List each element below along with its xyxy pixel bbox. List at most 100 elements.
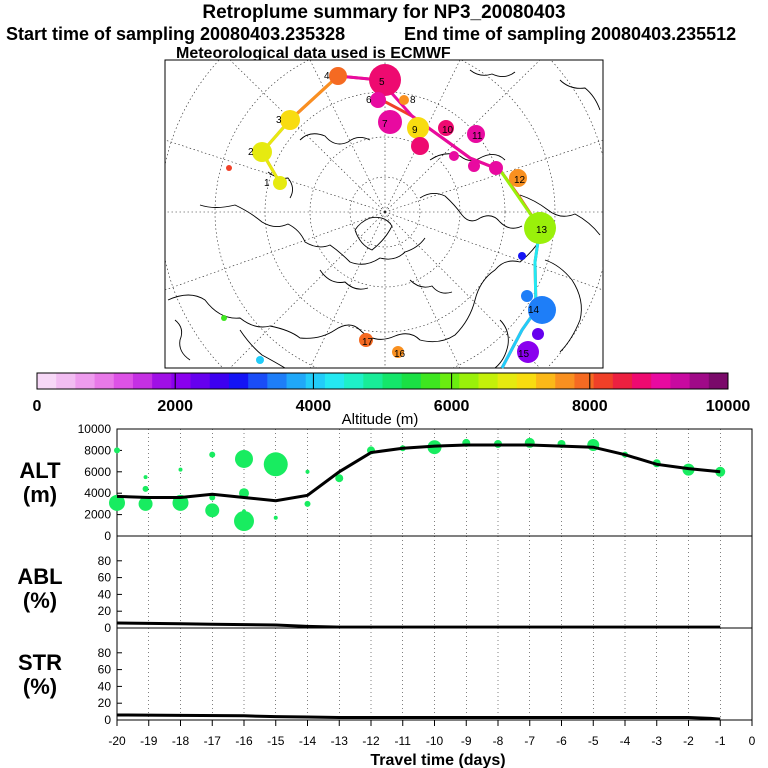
x-tick-label: -11	[395, 734, 412, 748]
trajectory-point-9	[407, 117, 429, 139]
trajectory-point-label: 17	[362, 337, 374, 348]
alt-panel: 0 2000 4000 6000 8000 10000	[78, 422, 753, 543]
colorbar-swatch	[420, 373, 441, 389]
alt-scatter-point	[209, 494, 216, 501]
colorbar-swatch	[344, 373, 364, 389]
colorbar-swatch	[478, 373, 499, 389]
x-tick-label: -16	[235, 734, 253, 748]
x-tick-label: -2	[683, 734, 694, 748]
alt-label: ALT	[19, 458, 61, 483]
trajectory-point-label: 15	[518, 349, 530, 360]
sampling-end-time: End time of sampling 20080403.235512	[404, 24, 737, 44]
abl-label: ABL	[17, 564, 62, 589]
alt-scatter-point	[263, 452, 288, 477]
str-series-line	[116, 713, 721, 721]
coastlines	[167, 69, 601, 368]
trajectory-point-2	[252, 142, 272, 162]
trajectory-point-16	[392, 346, 404, 358]
colorbar-swatch	[497, 373, 518, 389]
x-tick-label: -20	[108, 734, 126, 748]
trajectory-point-label: 1	[264, 178, 270, 189]
colorbar-swatch	[324, 373, 345, 389]
colorbar-swatch	[209, 373, 230, 389]
colorbar-tick-label: 2000	[157, 398, 193, 415]
alt-scatter-point	[143, 475, 148, 480]
trajectory-point-5	[369, 64, 401, 96]
trajectory-point-11	[467, 125, 485, 143]
colorbar-swatch	[267, 373, 288, 389]
x-tick-label: -5	[588, 734, 599, 748]
trajectory-point-6	[370, 92, 386, 108]
x-tick-label: -8	[493, 734, 504, 748]
alt-scatter-point	[234, 511, 254, 532]
plume-blob	[221, 315, 227, 321]
alt-ytick-label: 8000	[84, 443, 111, 457]
colorbar-swatch	[228, 373, 249, 389]
alt-scatter-point	[138, 496, 153, 511]
colorbar-tick-label: 10000	[706, 398, 751, 415]
trajectory-point-label: 16	[394, 349, 406, 360]
trajectory-point-label: 11	[472, 131, 483, 142]
colorbar-swatch	[632, 373, 652, 389]
colorbar-swatch	[516, 373, 537, 389]
x-tick-label: -4	[620, 734, 631, 748]
colorbar-swatch	[56, 373, 76, 389]
alt-scatter-point	[304, 500, 311, 507]
altitude-colorbar: 0 2000 4000 6000 8000 10000	[33, 372, 751, 415]
alt-scatter-point	[205, 503, 220, 518]
map-graticule	[165, 60, 603, 368]
x-tick-label: -9	[461, 734, 472, 748]
colorbar-swatch	[152, 373, 172, 389]
x-tick-label: -12	[362, 734, 380, 748]
plume-blob	[489, 161, 503, 175]
plume-blob	[256, 356, 264, 364]
page-title: Retroplume summary for NP3_20080403	[202, 2, 566, 23]
colorbar-swatch	[75, 373, 96, 389]
trajectory-point-label: 6	[366, 95, 372, 106]
abl-ytick-label: 60	[98, 571, 112, 585]
alt-scatter-point	[273, 515, 278, 520]
x-tick-label: -1	[715, 734, 726, 748]
trajectory-point-label: 7	[382, 119, 388, 130]
x-tick-label: -17	[204, 734, 222, 748]
abl-frame	[116, 535, 753, 629]
x-tick-label: 0	[749, 734, 756, 748]
abl-panel: 0 20 40 60 80	[98, 535, 753, 635]
colorbar-swatch	[171, 373, 192, 389]
x-tick-label: -7	[524, 734, 535, 748]
colorbar-swatch	[363, 373, 383, 389]
x-tick-label: -18	[172, 734, 190, 748]
x-tick-label: -19	[140, 734, 158, 748]
colorbar-swatch	[94, 373, 115, 389]
alt-scatter-point	[109, 494, 125, 511]
plume-blob	[411, 137, 429, 155]
alt-scatter-point	[178, 467, 183, 472]
colorbar-tick-label: 6000	[434, 398, 470, 415]
colorbar-swatch	[113, 373, 134, 389]
alt-scatter-point	[239, 488, 249, 499]
colorbar-title: Altitude (m)	[342, 411, 419, 428]
plume-blob	[532, 328, 544, 340]
abl-ytick-label: 20	[98, 604, 112, 618]
trajectory-point-label: 4	[324, 71, 330, 82]
colorbar-swatch	[708, 373, 729, 389]
colorbar-swatch	[459, 373, 479, 389]
str-ytick-label: 60	[98, 663, 112, 677]
alt-scatter-point	[114, 447, 120, 454]
colorbar-swatch	[286, 373, 307, 389]
str-unit: (%)	[23, 674, 57, 699]
colorbar-swatch	[37, 373, 57, 389]
trajectory-point-label: 5	[379, 77, 385, 88]
x-axis-title: Travel time (days)	[370, 752, 505, 768]
alt-scatter-point	[305, 469, 310, 474]
str-ytick-label: 40	[98, 679, 112, 693]
trajectory-point-10	[438, 120, 454, 136]
trajectory-point-14	[528, 296, 556, 324]
trajectory-point-3	[280, 110, 300, 130]
abl-ytick-label: 0	[104, 621, 111, 635]
x-tick-label: -6	[556, 734, 567, 748]
travel-time-axis: -20 -19 -18 -17 -16 -15 -14 -13 -12 -11 -10 -9 -8 -7-…	[108, 720, 756, 748]
colorbar-swatch	[132, 373, 153, 389]
